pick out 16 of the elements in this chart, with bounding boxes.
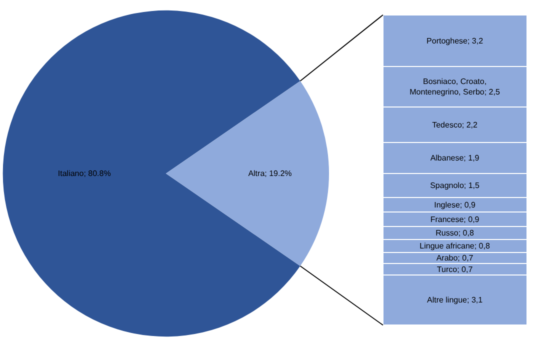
- data-label: Inglese; 0,9: [434, 200, 476, 210]
- pie-slice: [2, 10, 300, 336]
- data-label: Portoghese; 3,2: [426, 36, 484, 46]
- data-label: Lingue africane; 0,8: [420, 241, 490, 250]
- data-label: Russo; 0,8: [436, 228, 474, 238]
- data-label: Tedesco; 2,2: [432, 120, 478, 130]
- data-label: Francese; 0,9: [430, 214, 480, 224]
- pie-slice: [166, 80, 330, 266]
- data-label: Bosniaco, Croato, Montenegrino, Serbo; 2,5: [410, 77, 500, 97]
- slice-label: Altra; 19.2%: [248, 169, 292, 178]
- data-label: Albanese; 1,9: [430, 153, 480, 162]
- data-label: Turco; 0,7: [436, 264, 474, 274]
- data-label: Arabo; 0,7: [436, 254, 474, 263]
- data-label: Spagnolo; 1,5: [430, 180, 480, 190]
- data-label: Altre lingue; 3,1: [426, 296, 484, 305]
- slice-label: Italiano; 80.8%: [58, 169, 111, 178]
